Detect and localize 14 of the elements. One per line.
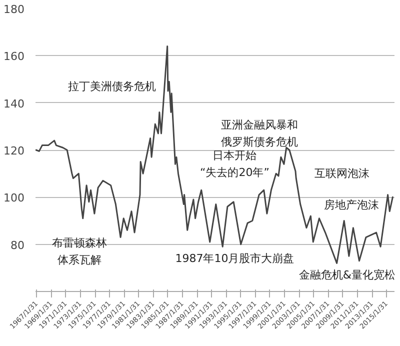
annotation: 1987年10月股市大崩盘 bbox=[175, 252, 294, 265]
line-series bbox=[36, 45, 394, 264]
y-tick-label: 80 bbox=[10, 238, 25, 252]
annotation: 亚洲金融风暴和俄罗斯债务危机 bbox=[221, 118, 298, 149]
y-tick-label: 160 bbox=[4, 50, 25, 64]
y-tick-label: 100 bbox=[4, 192, 25, 205]
annotation: 布雷顿森林体系瓦解 bbox=[52, 236, 108, 266]
y-tick-label: 120 bbox=[4, 144, 25, 158]
annotation: 房地产泡沫 bbox=[324, 198, 379, 212]
annotation: 拉丁美洲债务危机 bbox=[68, 80, 156, 93]
annotation: 日本开始“失去的20年” bbox=[200, 149, 270, 180]
y-tick-label: 180 bbox=[4, 3, 25, 16]
y-tick-label: 140 bbox=[4, 97, 25, 110]
annotation: 互联网泡沫 bbox=[314, 166, 370, 180]
